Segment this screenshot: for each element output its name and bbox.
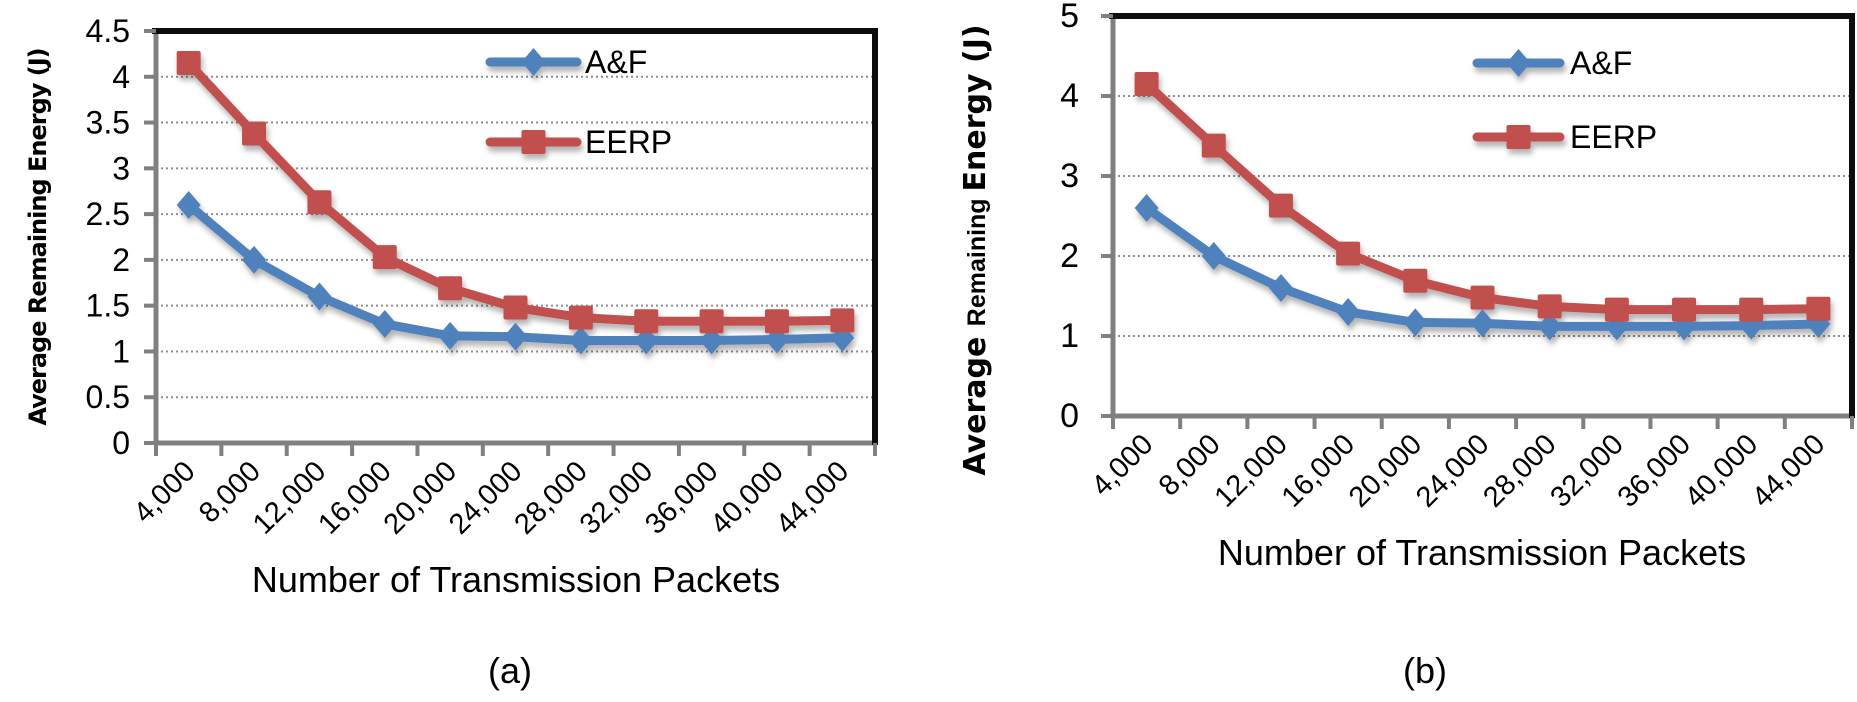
legend	[1472, 49, 1565, 149]
x-tick-label: 20,000	[1343, 428, 1428, 513]
x-tick-label: 44,000	[1746, 428, 1831, 513]
y-tick-label: 4	[1060, 77, 1079, 115]
marker-square	[176, 51, 201, 76]
series-group	[176, 51, 855, 355]
marker-square	[1806, 296, 1831, 321]
marker-square	[1268, 193, 1293, 218]
x-tick-label: 44,000	[770, 455, 855, 540]
marker-square	[503, 295, 528, 320]
marker-square	[242, 121, 267, 146]
marker-diamond	[1470, 309, 1495, 338]
marker-square	[1403, 268, 1428, 293]
x-tick-label: 4,000	[1086, 428, 1160, 502]
chart-b-canvas: 0123454,0008,00012,00016,00020,00024,000…	[958, 0, 1855, 573]
x-tick-label: 4,000	[128, 455, 202, 529]
y-tick-label: 5	[1060, 0, 1079, 35]
legend	[485, 48, 582, 154]
legend-label-eerp: EERP	[585, 124, 672, 160]
x-tick-label: 12,000	[1209, 428, 1294, 513]
marker-square	[764, 309, 789, 334]
marker-square	[830, 308, 855, 333]
y-tick-label: 2.5	[86, 196, 130, 232]
x-tick-label: 40,000	[1679, 428, 1764, 513]
y-tick-label: 0.5	[86, 379, 130, 415]
marker-diamond	[503, 322, 528, 351]
marker-diamond	[1134, 194, 1159, 222]
marker-square	[307, 190, 332, 215]
chart-a-canvas: 00.511.522.533.544.54,0008,00012,00016,0…	[24, 13, 878, 600]
y-axis-title: Average Remaining Energy (J)	[24, 48, 52, 425]
marker-diamond	[372, 309, 397, 338]
y-tick-label: 3	[1060, 157, 1079, 195]
series-group	[1134, 72, 1831, 341]
marker-square	[1604, 297, 1629, 322]
x-tick-label: 16,000	[312, 455, 397, 540]
marker-diamond	[634, 326, 659, 355]
legend-label-af: A&F	[1570, 45, 1632, 81]
y-tick-label: 4.5	[86, 13, 130, 49]
marker-diamond	[1201, 242, 1226, 270]
y-tick-label: 3	[112, 150, 130, 186]
marker-diamond	[1336, 298, 1361, 326]
chart-panel-a: 0 0.5 1 1.5 2 2.5 3 3.5 4 4.5 4,000 8,000 12,000 16,0…	[0, 0, 928, 702]
y-tick-label: 0	[1060, 397, 1079, 435]
marker-square	[521, 130, 546, 154]
marker-square	[1134, 72, 1159, 96]
marker-square	[372, 245, 397, 270]
chart-panel-b: 0 1 2 3 4 5 4,000 8,000 12,000 16,000 20,000 24,000…	[929, 0, 1857, 702]
marker-diamond	[438, 321, 463, 350]
y-axis-title: Average Remaining Energy (J)	[958, 24, 993, 475]
y-tick-label: 1	[112, 333, 130, 369]
marker-diamond	[1268, 274, 1293, 302]
marker-square	[1537, 294, 1562, 319]
y-tick-label: 2	[1060, 237, 1079, 275]
marker-square	[634, 309, 659, 334]
x-tick-label: 32,000	[1544, 428, 1629, 513]
x-tick-label: 36,000	[639, 455, 724, 540]
marker-square	[1470, 285, 1495, 310]
x-tick-label: 24,000	[443, 455, 528, 540]
marker-diamond	[521, 48, 546, 76]
x-tick-label: 28,000	[508, 455, 593, 540]
x-tick-label: 32,000	[574, 455, 659, 540]
marker-diamond	[699, 326, 724, 355]
marker-square	[1201, 133, 1226, 158]
x-tick-label: 28,000	[1477, 428, 1562, 513]
marker-diamond	[1403, 308, 1428, 337]
x-tick-label: 40,000	[705, 455, 790, 540]
x-tick-label: 24,000	[1410, 428, 1495, 513]
marker-diamond	[242, 245, 267, 274]
x-tick-label: 16,000	[1276, 428, 1361, 513]
x-tick-label: 12,000	[247, 455, 332, 540]
marker-diamond	[1506, 49, 1531, 77]
marker-square	[699, 309, 724, 334]
x-tick-label: 36,000	[1612, 428, 1697, 513]
y-tick-label: 3.5	[86, 105, 130, 141]
marker-diamond	[176, 190, 201, 219]
marker-square	[1672, 297, 1697, 322]
x-tick-label: 20,000	[378, 455, 463, 540]
y-tick-label: 1	[1060, 317, 1079, 355]
marker-square	[568, 305, 593, 330]
y-tick-label: 2	[112, 242, 130, 278]
caption-a: (a)	[488, 650, 532, 691]
marker-square	[1506, 125, 1531, 149]
x-axis-title: Number of Transmission Packets	[1218, 532, 1746, 573]
x-axis-title: Number of Transmission Packets	[252, 559, 780, 600]
y-tick-label: 4	[112, 59, 130, 95]
legend-label-eerp: EERP	[1570, 119, 1657, 155]
y-tick-label: 1.5	[86, 288, 130, 324]
plot-area-a: 00.511.522.533.544.54,0008,00012,00016,0…	[24, 13, 878, 541]
marker-square	[1739, 297, 1764, 322]
marker-diamond	[1537, 312, 1562, 341]
caption-b: (b)	[1403, 650, 1447, 691]
marker-diamond	[307, 282, 332, 311]
marker-square	[438, 276, 463, 301]
y-tick-label: 0	[112, 425, 130, 461]
marker-square	[1336, 241, 1361, 266]
legend-label-af: A&F	[585, 44, 647, 80]
plot-area-b: 0123454,0008,00012,00016,00020,00024,000…	[958, 0, 1855, 514]
marker-diamond	[568, 326, 593, 355]
